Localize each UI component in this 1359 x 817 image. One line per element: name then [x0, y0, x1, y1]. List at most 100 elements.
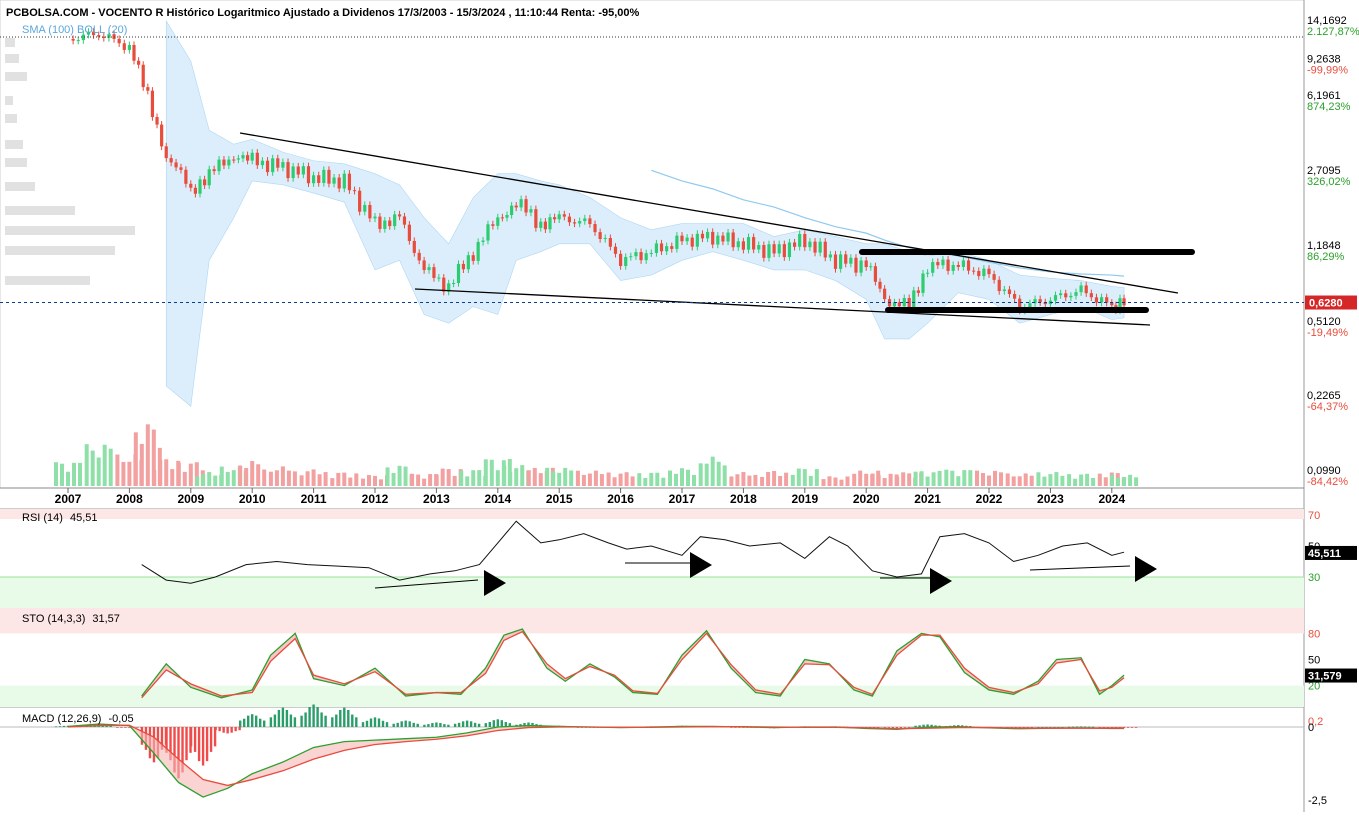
candle-body [946, 259, 950, 271]
candle-body [417, 252, 421, 261]
macd-histogram-bar [439, 723, 442, 727]
candle-body [926, 272, 930, 274]
macd-histogram-bar [238, 727, 241, 731]
volume-bar [367, 475, 371, 486]
candle-body [803, 233, 807, 248]
volume-bar [722, 465, 727, 486]
candle-body [649, 252, 653, 254]
macd-histogram-bar [1057, 727, 1060, 728]
macd-histogram-bar [347, 709, 350, 727]
candle-body [81, 34, 85, 41]
rsi-axis-label: 70 [1308, 510, 1320, 522]
candle-body [634, 252, 638, 257]
macd-histogram-bar [392, 723, 395, 727]
volume-bar [268, 471, 273, 486]
macd-histogram-bar [165, 727, 168, 753]
candle-body [859, 260, 863, 273]
candle-body [327, 169, 331, 184]
macd-histogram-bar [189, 727, 193, 747]
volume-bar [981, 473, 985, 486]
candle-body [782, 244, 786, 258]
macd-histogram-bar [423, 724, 426, 727]
macd-histogram-bar [435, 722, 438, 727]
volume-bar [225, 471, 230, 486]
candle-body [941, 259, 945, 266]
candle-body [787, 242, 792, 258]
volume-bar [127, 461, 132, 486]
volume-bar [274, 470, 279, 486]
candle-body [552, 217, 557, 220]
volume-bar [624, 472, 629, 486]
candle-body [813, 241, 817, 253]
volume-bar [1091, 477, 1096, 486]
rsi-title: RSI (14) [22, 512, 63, 524]
candle-body [557, 214, 561, 220]
year-label: 2017 [669, 492, 696, 506]
macd-histogram-bar [961, 725, 964, 727]
macd-histogram-bar [930, 724, 933, 727]
candle-body [608, 237, 612, 247]
candle-body [1110, 302, 1114, 306]
volume-bar [256, 464, 261, 486]
candle-body [705, 231, 710, 239]
macd-histogram-bar [1026, 727, 1029, 728]
volume-bar [121, 461, 126, 486]
candle-body [198, 179, 202, 194]
macd-histogram-bar [887, 727, 891, 728]
candle-body [358, 190, 362, 212]
macd-histogram-bar [1118, 727, 1122, 728]
macd-histogram-bar [412, 722, 415, 727]
macd-histogram-bar [465, 720, 469, 727]
volume-bar [207, 472, 212, 486]
year-label: 2024 [1098, 492, 1125, 506]
macd-histogram-bar [365, 720, 369, 727]
macd-histogram-bar [381, 720, 385, 727]
volume-bar [858, 470, 863, 486]
macd-histogram-bar [160, 727, 164, 750]
candle-body [849, 257, 853, 264]
price-axis-pct: 86,29% [1307, 251, 1345, 263]
volume-bar [1060, 475, 1065, 486]
volume-bar [361, 478, 365, 486]
volume-bar [84, 444, 89, 486]
volume-bar [151, 429, 156, 486]
volume-profile-bar [5, 54, 19, 63]
macd-histogram-bar [1122, 727, 1126, 728]
sto-d-line [141, 630, 1125, 699]
volume-bar [784, 472, 789, 486]
candle-body [122, 43, 126, 50]
candle-body [844, 254, 848, 264]
candle-body [1028, 303, 1032, 308]
macd-histogram-bar [320, 712, 323, 727]
candle-body [854, 257, 858, 273]
year-label: 2020 [853, 492, 880, 506]
sto-title: STO (14,3,3) [22, 613, 85, 625]
volume-bar [962, 470, 967, 486]
volume-bar [262, 469, 267, 486]
macd-histogram-bar [1030, 727, 1033, 728]
macd-histogram-bar [116, 727, 119, 728]
candle-body [873, 266, 878, 282]
candle-body [137, 60, 141, 65]
volume-bar [968, 470, 973, 486]
volume-bar [674, 473, 678, 486]
macd-histogram-bar [404, 720, 407, 727]
volume-bar [557, 472, 562, 486]
candle-body [690, 237, 694, 247]
candle-body [598, 232, 602, 239]
volume-bar [661, 477, 666, 486]
candle-body [543, 221, 547, 230]
macd-histogram-bar [214, 727, 217, 731]
candle-body [818, 241, 822, 253]
volume-bar [250, 461, 255, 486]
volume-profile-bar [5, 114, 17, 123]
candle-body [291, 166, 295, 179]
volume-bar [434, 474, 439, 486]
candle-body [695, 233, 699, 247]
sto-value: 31,57 [92, 613, 120, 625]
candle-body [792, 242, 797, 247]
candle-body [907, 298, 911, 309]
macd-histogram-bar [1041, 727, 1044, 728]
volume-bar [323, 472, 328, 486]
